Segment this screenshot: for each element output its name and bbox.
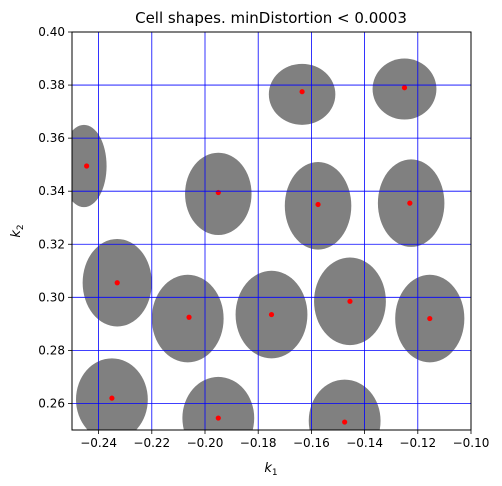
- x-tick-label: −0.12: [399, 436, 436, 450]
- y-tick-label: 0.38: [38, 78, 65, 92]
- cell-center-point: [215, 415, 221, 421]
- centers-layer: [84, 85, 433, 425]
- x-tick-label: −0.24: [80, 436, 117, 450]
- y-tick-label: 0.34: [38, 184, 65, 198]
- y-tick-label: 0.36: [38, 131, 65, 145]
- x-axis-label: k1: [264, 461, 277, 478]
- cell-center-point: [114, 280, 120, 286]
- cell-shape: [471, 151, 479, 178]
- cell-center-point: [268, 311, 275, 318]
- cell-center-point: [315, 201, 321, 208]
- x-tick-label: −0.10: [453, 436, 490, 450]
- cell-center-point: [215, 189, 221, 196]
- y-tick-label: 0.28: [38, 343, 65, 357]
- cell-center-point: [427, 315, 433, 322]
- plot-frame: [71, 31, 472, 431]
- y-tick-label: 0.40: [38, 25, 65, 39]
- x-tick-label: −0.14: [346, 436, 383, 450]
- cell-center-point: [407, 200, 413, 206]
- x-axis-label-sub: 1: [272, 468, 278, 478]
- cell-center-point: [401, 85, 408, 91]
- cell-center-point: [342, 419, 348, 425]
- cell-shape: [268, 63, 336, 125]
- y-axis-label-main: k: [9, 230, 24, 238]
- x-tick-label: −0.16: [293, 436, 330, 450]
- cell-center-point: [109, 395, 115, 401]
- cell-center-point: [347, 298, 353, 304]
- x-axis: −0.24 −0.22 −0.20 −0.18 −0.16 −0.14 −0.12 −0.10: [80, 430, 489, 450]
- y-axis: 0.26 0.28 0.30 0.32 0.34 0.36 0.38 0.40: [38, 25, 72, 410]
- cell-center-point: [186, 314, 192, 320]
- x-tick-label: −0.18: [240, 436, 277, 450]
- cells-layer: [72, 58, 479, 430]
- cell-center-point: [299, 89, 305, 95]
- y-tick-label: 0.26: [38, 396, 65, 410]
- cell-shape: [308, 379, 381, 430]
- x-tick-label: −0.22: [133, 436, 170, 450]
- y-axis-label: k2: [9, 224, 26, 237]
- cell-shape: [72, 124, 107, 208]
- y-tick-label: 0.30: [38, 290, 65, 304]
- chart-title: Cell shapes. minDistortion < 0.0003: [135, 9, 407, 27]
- cell-shape: [76, 358, 148, 430]
- x-axis-label-main: k: [264, 461, 272, 476]
- cell-center-point: [84, 163, 90, 169]
- x-tick-label: −0.20: [187, 436, 224, 450]
- y-tick-label: 0.32: [38, 237, 65, 251]
- y-axis-label-sub: 2: [16, 224, 26, 230]
